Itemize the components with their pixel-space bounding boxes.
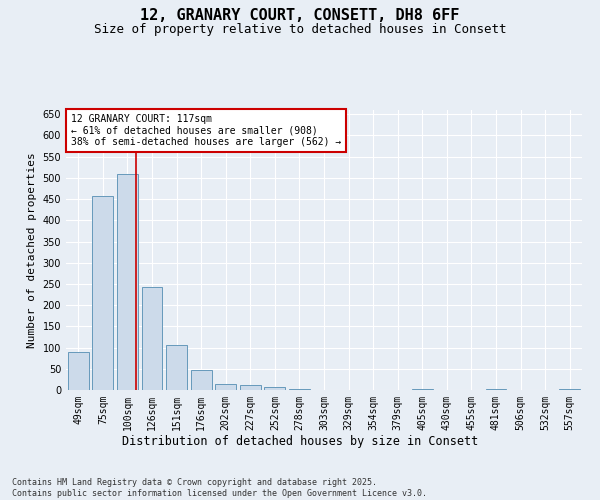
Bar — [240, 385, 261, 390]
Bar — [191, 370, 212, 390]
Text: 12 GRANARY COURT: 117sqm
← 61% of detached houses are smaller (908)
38% of semi-: 12 GRANARY COURT: 117sqm ← 61% of detach… — [71, 114, 341, 148]
Bar — [68, 352, 89, 390]
Text: Contains HM Land Registry data © Crown copyright and database right 2025.
Contai: Contains HM Land Registry data © Crown c… — [12, 478, 427, 498]
Bar — [215, 384, 236, 390]
Bar — [559, 389, 580, 390]
Text: Size of property relative to detached houses in Consett: Size of property relative to detached ho… — [94, 22, 506, 36]
Bar — [412, 389, 433, 390]
Bar — [142, 288, 163, 390]
Bar — [485, 389, 506, 390]
Text: 12, GRANARY COURT, CONSETT, DH8 6FF: 12, GRANARY COURT, CONSETT, DH8 6FF — [140, 8, 460, 22]
Bar — [92, 196, 113, 390]
Bar — [166, 346, 187, 390]
Bar — [265, 386, 286, 390]
Y-axis label: Number of detached properties: Number of detached properties — [27, 152, 37, 348]
Bar — [289, 389, 310, 390]
Text: Distribution of detached houses by size in Consett: Distribution of detached houses by size … — [122, 435, 478, 448]
Bar — [117, 174, 138, 390]
